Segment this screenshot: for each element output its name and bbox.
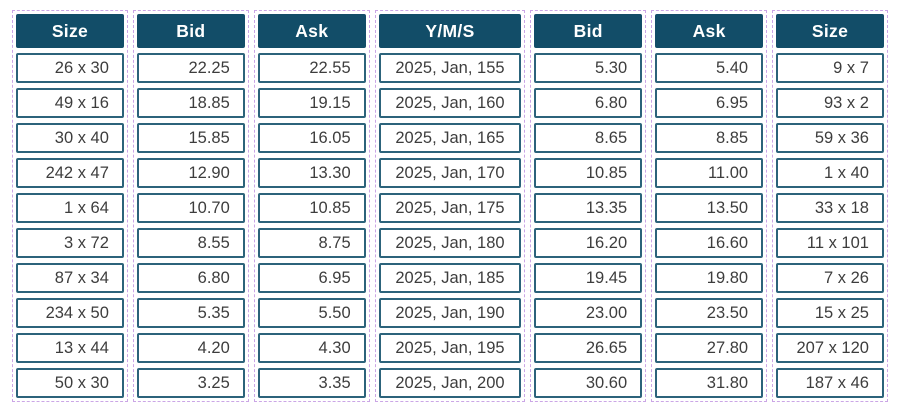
size-left-cell[interactable]: 87 x 34	[16, 263, 124, 293]
bid-left-cell[interactable]: 22.25	[136, 53, 245, 83]
size-right-cell[interactable]: 93 x 2	[776, 88, 884, 118]
bid-right-cell[interactable]: 23.00	[534, 298, 643, 328]
yms-cell[interactable]: 2025, Jan, 160	[378, 88, 522, 118]
ask-left-cell[interactable]: 10.85	[257, 193, 366, 223]
bid-right-cell[interactable]: 8.65	[534, 123, 643, 153]
ask-right-cell[interactable]: 11.00	[655, 158, 764, 188]
bid-right-cell[interactable]: 16.20	[534, 228, 643, 258]
ask-left-cell[interactable]: 5.50	[257, 298, 366, 328]
size-right-cell[interactable]: 59 x 36	[776, 123, 884, 153]
ask-left-cell[interactable]: 8.75	[257, 228, 366, 258]
yms-cell[interactable]: 2025, Jan, 165	[378, 123, 522, 153]
bid-right-cell[interactable]: 10.85	[534, 158, 643, 188]
bid-left-cell[interactable]: 6.80	[136, 263, 245, 293]
bid-right-cell[interactable]: 26.65	[534, 333, 643, 363]
ask-left-cell[interactable]: 4.30	[257, 333, 366, 363]
size-right-cell[interactable]: 7 x 26	[776, 263, 884, 293]
ask-right-cell[interactable]: 27.80	[655, 333, 764, 363]
ask-right-cell[interactable]: 8.85	[655, 123, 764, 153]
yms-cell[interactable]: 2025, Jan, 155	[378, 53, 522, 83]
size-left-cell[interactable]: 1 x 64	[16, 193, 124, 223]
column-size-right[interactable]: Size 9 x 7 93 x 2 59 x 36 1 x 40 33 x 18 11 x …	[772, 10, 888, 402]
ask-left-cell[interactable]: 6.95	[257, 263, 366, 293]
ask-right-cell[interactable]: 6.95	[655, 88, 764, 118]
bid-left-cell[interactable]: 4.20	[136, 333, 245, 363]
ask-right-cell[interactable]: 19.80	[655, 263, 764, 293]
ask-right-header: Ask	[655, 14, 764, 48]
yms-cell[interactable]: 2025, Jan, 200	[378, 368, 522, 398]
size-right-cell[interactable]: 33 x 18	[776, 193, 884, 223]
size-right-cell[interactable]: 207 x 120	[776, 333, 884, 363]
yms-cell[interactable]: 2025, Jan, 195	[378, 333, 522, 363]
bid-right-header: Bid	[534, 14, 643, 48]
size-left-cell[interactable]: 234 x 50	[16, 298, 124, 328]
size-right-cell[interactable]: 1 x 40	[776, 158, 884, 188]
size-left-cell[interactable]: 26 x 30	[16, 53, 124, 83]
size-left-cell[interactable]: 13 x 44	[16, 333, 124, 363]
size-right-cell[interactable]: 9 x 7	[776, 53, 884, 83]
bid-left-cell[interactable]: 18.85	[136, 88, 245, 118]
size-left-cell[interactable]: 30 x 40	[16, 123, 124, 153]
ask-left-cell[interactable]: 22.55	[257, 53, 366, 83]
column-bid-left[interactable]: Bid 22.25 18.85 15.85 12.90 10.70 8.55 6.80 5.35…	[132, 10, 249, 402]
column-bid-right[interactable]: Bid 5.30 6.80 8.65 10.85 13.35 16.20 19.45 23.00…	[530, 10, 647, 402]
ask-right-cell[interactable]: 13.50	[655, 193, 764, 223]
ask-left-cell[interactable]: 16.05	[257, 123, 366, 153]
ask-right-cell[interactable]: 5.40	[655, 53, 764, 83]
bid-left-cell[interactable]: 10.70	[136, 193, 245, 223]
size-right-header: Size	[776, 14, 884, 48]
column-ask-left[interactable]: Ask 22.55 19.15 16.05 13.30 10.85 8.75 6.95 5.50…	[253, 10, 370, 402]
column-size-left[interactable]: Size 26 x 30 49 x 16 30 x 40 242 x 47 1 x 64 3…	[12, 10, 128, 402]
bid-right-cell[interactable]: 13.35	[534, 193, 643, 223]
size-left-cell[interactable]: 3 x 72	[16, 228, 124, 258]
yms-cell[interactable]: 2025, Jan, 190	[378, 298, 522, 328]
ask-left-cell[interactable]: 13.30	[257, 158, 366, 188]
options-chain-widget: Size 26 x 30 49 x 16 30 x 40 242 x 47 1 x 64 3…	[12, 10, 888, 402]
bid-left-cell[interactable]: 15.85	[136, 123, 245, 153]
column-ask-right[interactable]: Ask 5.40 6.95 8.85 11.00 13.50 16.60 19.80 23.50…	[651, 10, 768, 402]
yms-header: Y/M/S	[378, 14, 522, 48]
bid-right-cell[interactable]: 5.30	[534, 53, 643, 83]
bid-left-cell[interactable]: 3.25	[136, 368, 245, 398]
yms-cell[interactable]: 2025, Jan, 175	[378, 193, 522, 223]
size-left-cell[interactable]: 50 x 30	[16, 368, 124, 398]
bid-left-cell[interactable]: 5.35	[136, 298, 245, 328]
ask-left-cell[interactable]: 19.15	[257, 88, 366, 118]
bid-right-cell[interactable]: 19.45	[534, 263, 643, 293]
size-right-cell[interactable]: 11 x 101	[776, 228, 884, 258]
ask-right-cell[interactable]: 31.80	[655, 368, 764, 398]
size-left-cell[interactable]: 49 x 16	[16, 88, 124, 118]
size-right-cell[interactable]: 187 x 46	[776, 368, 884, 398]
bid-left-cell[interactable]: 12.90	[136, 158, 245, 188]
bid-left-header: Bid	[136, 14, 245, 48]
size-left-header: Size	[16, 14, 124, 48]
size-right-cell[interactable]: 15 x 25	[776, 298, 884, 328]
ask-left-cell[interactable]: 3.35	[257, 368, 366, 398]
bid-right-cell[interactable]: 6.80	[534, 88, 643, 118]
column-yms[interactable]: Y/M/S 2025, Jan, 155 2025, Jan, 160 2025, J…	[374, 10, 526, 402]
yms-cell[interactable]: 2025, Jan, 185	[378, 263, 522, 293]
yms-cell[interactable]: 2025, Jan, 180	[378, 228, 522, 258]
yms-cell[interactable]: 2025, Jan, 170	[378, 158, 522, 188]
ask-right-cell[interactable]: 16.60	[655, 228, 764, 258]
bid-right-cell[interactable]: 30.60	[534, 368, 643, 398]
ask-right-cell[interactable]: 23.50	[655, 298, 764, 328]
bid-left-cell[interactable]: 8.55	[136, 228, 245, 258]
ask-left-header: Ask	[257, 14, 366, 48]
size-left-cell[interactable]: 242 x 47	[16, 158, 124, 188]
